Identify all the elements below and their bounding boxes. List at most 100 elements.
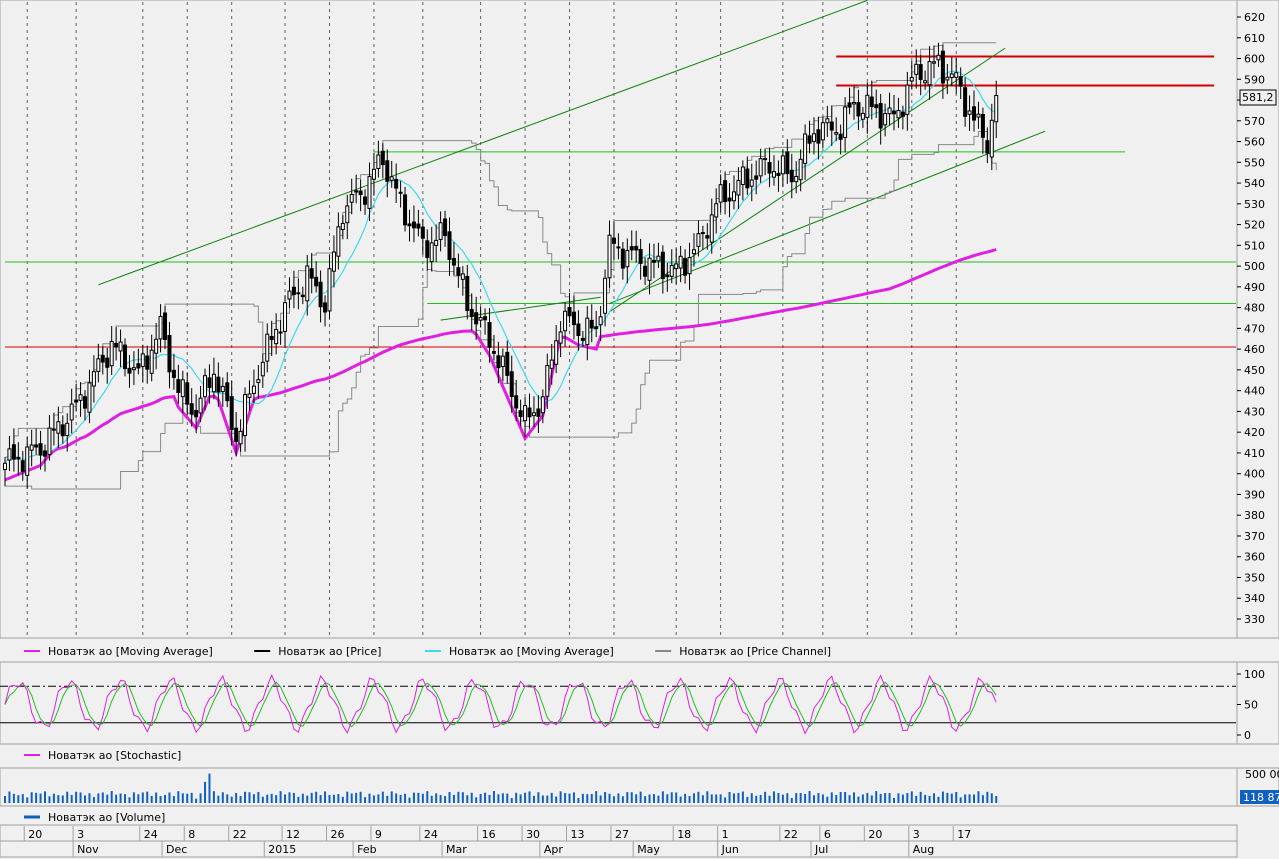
price-bar-body — [425, 240, 430, 258]
price-bar-body — [96, 358, 101, 372]
volume-bar — [484, 792, 487, 803]
price-bar-body — [56, 421, 61, 434]
price-bar-body — [540, 396, 545, 414]
day-tick-label: 17 — [957, 828, 971, 841]
volume-bar — [297, 796, 300, 803]
volume-bar — [808, 791, 811, 803]
price-bar-body — [860, 112, 865, 120]
price-bar-body — [251, 385, 256, 394]
volume-bar — [44, 791, 47, 803]
price-bar-body — [127, 367, 132, 374]
price-bar-body — [438, 222, 443, 240]
volume-bar — [510, 798, 513, 803]
volume-bar — [750, 793, 753, 803]
price-bar-body — [505, 351, 510, 376]
volume-bar — [164, 794, 167, 803]
price-bar-body — [638, 248, 643, 264]
volume-bar — [701, 795, 704, 803]
volume-bar — [879, 793, 882, 803]
volume-bar — [661, 791, 664, 803]
volume-bar — [252, 794, 255, 803]
price-channel-upper — [5, 42, 997, 458]
price-bar-body — [367, 176, 372, 209]
price-bar-body — [767, 161, 772, 174]
price-bar-body — [189, 403, 194, 415]
volume-bar — [399, 794, 402, 803]
price-bar-body — [451, 258, 456, 266]
volume-bar — [230, 796, 233, 803]
price-bar-body — [265, 333, 270, 362]
volume-bar — [448, 792, 451, 803]
price-bar-body — [167, 335, 172, 373]
volume-bar — [986, 791, 989, 803]
price-bar-body — [434, 239, 439, 246]
price-bar-body — [429, 242, 434, 263]
price-bar-body — [740, 166, 745, 185]
volume-bar — [608, 793, 611, 803]
day-tick-label: 20 — [28, 828, 42, 841]
price-bar-body — [385, 160, 390, 182]
price-bar-body — [260, 361, 265, 377]
volume-bar — [475, 797, 478, 803]
volume-bar — [417, 792, 420, 803]
price-bar-body — [594, 326, 599, 330]
price-bar-body — [972, 106, 977, 121]
volume-bar — [39, 793, 42, 803]
price-bar-body — [683, 257, 688, 276]
price-bar-body — [83, 396, 88, 409]
price-axis-tick-label: 340 — [1244, 592, 1265, 605]
day-tick-label: 18 — [677, 828, 691, 841]
volume-bar — [301, 793, 304, 803]
price-bar-body — [256, 379, 261, 384]
price-bar-body — [234, 427, 239, 443]
volume-bar — [639, 791, 642, 803]
price-bar-body — [465, 275, 470, 311]
day-tick-label: 22 — [233, 828, 247, 841]
volume-bar — [901, 794, 904, 803]
price-bar-body — [531, 412, 536, 417]
stochastic-axis — [1236, 661, 1279, 745]
price-bar-body — [140, 353, 145, 367]
volume-bar — [768, 795, 771, 803]
price-bar-body — [296, 292, 301, 295]
volume-bar — [461, 792, 464, 803]
volume-bar — [439, 795, 442, 803]
volume-bar — [470, 792, 473, 803]
price-bar-body — [198, 397, 203, 414]
volume-bar — [506, 793, 509, 803]
volume-bar — [559, 791, 562, 803]
price-bar-body — [585, 317, 590, 346]
day-tick-label: 3 — [913, 828, 920, 841]
month-tick-label: Aug — [913, 843, 934, 856]
volume-bar — [595, 791, 598, 803]
price-bar-body — [651, 259, 656, 263]
price-axis-tick-label: 520 — [1244, 219, 1265, 232]
volume-bar — [906, 793, 909, 803]
volume-bar — [177, 791, 180, 803]
price-bar-body — [483, 316, 488, 321]
month-tick-label: Mar — [446, 843, 467, 856]
volume-bar — [132, 792, 135, 803]
volume-bar — [759, 794, 762, 803]
volume-bar — [248, 792, 251, 803]
volume-bar — [279, 791, 282, 803]
volume-bar — [75, 791, 78, 803]
price-bar-body — [829, 121, 834, 131]
price-bar-body — [380, 150, 385, 166]
price-bar-body — [291, 286, 296, 295]
volume-bar — [364, 797, 367, 803]
price-axis-tick-label: 610 — [1244, 32, 1265, 45]
price-bar-body — [758, 158, 763, 177]
volume-bar — [350, 793, 353, 803]
price-bar-body — [487, 321, 492, 348]
trend-line — [609, 130, 1046, 304]
volume-bar — [848, 795, 851, 803]
price-bar-body — [696, 233, 701, 247]
price-bar-body — [358, 190, 363, 196]
price-axis-tick-label: 540 — [1244, 177, 1265, 190]
price-axis-tick-label: 380 — [1244, 509, 1265, 522]
price-bar-body — [558, 331, 563, 344]
price-bar-body — [518, 410, 523, 417]
price-bar-body — [780, 155, 785, 175]
price-bar-body — [900, 111, 905, 117]
